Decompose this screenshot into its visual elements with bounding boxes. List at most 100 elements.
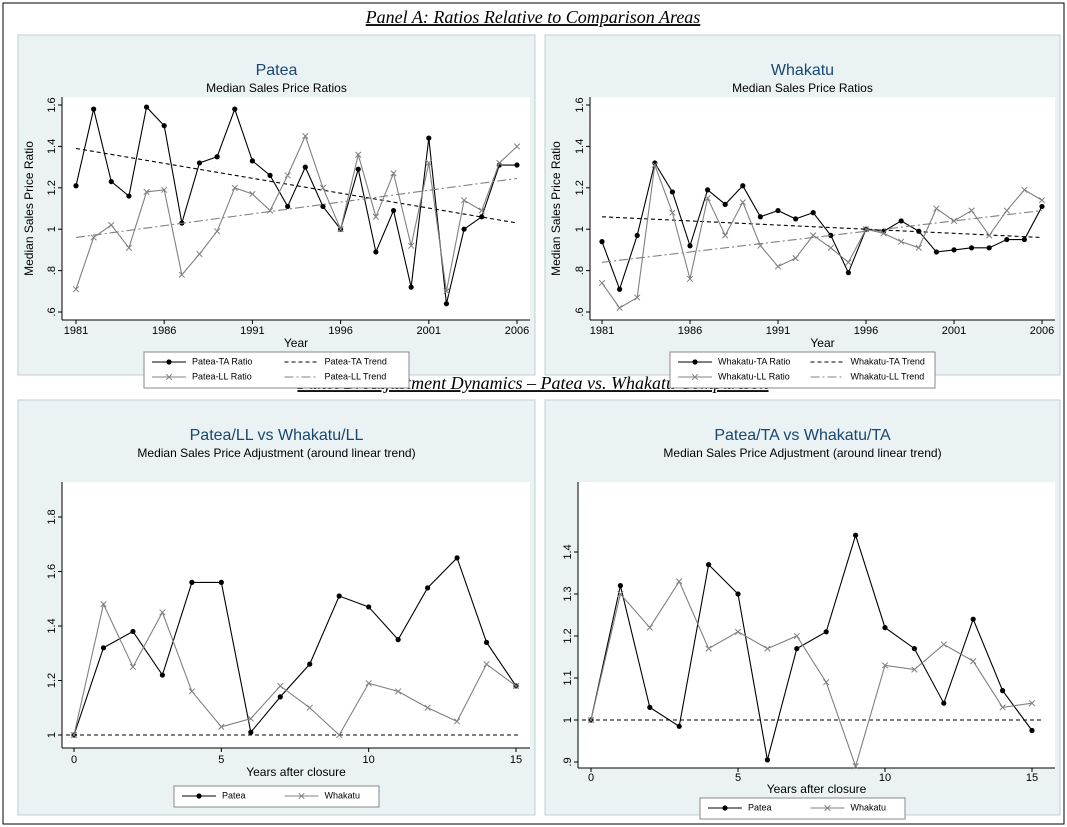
data-point (598, 279, 606, 287)
x-tick-label: 2006 (505, 325, 529, 337)
data-point (827, 244, 834, 251)
data-point (774, 263, 782, 270)
data-point (646, 624, 653, 631)
x-tick-label: 10 (879, 772, 891, 784)
legend-label: Whakatu-TA Ratio (718, 356, 790, 366)
data-point (479, 214, 485, 220)
data-point (940, 641, 947, 648)
chart-subtitle: Median Sales Price Ratios (206, 81, 347, 95)
data-point (634, 294, 641, 301)
data-point (425, 585, 431, 591)
data-point (951, 247, 957, 253)
data-point (1000, 688, 1006, 694)
data-point (161, 186, 168, 194)
y-tick-label: .6 (574, 307, 586, 316)
legend (173, 785, 380, 808)
data-point (734, 628, 742, 635)
y-tick-label: 1.4 (46, 618, 58, 633)
series-line (73, 602, 517, 736)
data-point (355, 151, 362, 158)
y-tick-label: 1 (46, 226, 58, 232)
data-point (188, 688, 196, 695)
data-point (214, 154, 220, 160)
data-point (277, 682, 284, 690)
data-point (775, 207, 781, 214)
data-point (426, 135, 432, 141)
x-tick-label: 1986 (152, 325, 176, 337)
y-tick-label: .6 (46, 307, 58, 316)
data-point (143, 104, 150, 110)
data-point (232, 106, 238, 112)
data-point (213, 228, 221, 235)
data-point (424, 704, 431, 711)
legend-label: Whakatu-LL Trend (851, 371, 925, 381)
data-point (443, 301, 450, 307)
data-point (986, 245, 992, 251)
x-tick-label: 1986 (678, 325, 702, 337)
legend-label: Patea (748, 802, 772, 812)
y-tick-label: 1 (562, 717, 574, 723)
data-point (453, 718, 461, 725)
plot-area (578, 482, 1055, 768)
data-point (823, 679, 830, 686)
data-point (881, 662, 889, 669)
x-tick-label: 5 (218, 754, 224, 766)
data-point (898, 238, 905, 245)
legend-label: Patea-LL Ratio (192, 371, 252, 381)
data-point (247, 715, 254, 722)
data-point (394, 688, 402, 695)
y-tick-label: 1 (574, 226, 586, 232)
data-point (72, 286, 80, 293)
chart-subtitle: Median Sales Price Adjustment (around li… (137, 446, 415, 460)
legend (699, 797, 906, 820)
x-axis-label: Year (284, 336, 308, 350)
data-point (880, 230, 887, 237)
data-point (478, 207, 485, 214)
data-point (483, 639, 490, 645)
data-point (218, 579, 224, 586)
data-point (73, 183, 79, 189)
chart-title: Patea/LL vs Whakatu/LL (190, 427, 364, 444)
y-tick-label: 1.6 (46, 97, 58, 112)
data-point (599, 239, 605, 245)
data-point (302, 132, 309, 140)
data-point (739, 199, 746, 206)
legend-label: Patea-TA Trend (325, 356, 387, 366)
y-tick-label: 1.2 (46, 673, 58, 688)
plot-area (590, 97, 1055, 320)
data-point (1021, 236, 1027, 243)
chart-subtitle: Median Sales Price Ratios (732, 81, 873, 95)
x-tick-label: 1981 (590, 325, 614, 337)
x-tick-label: 5 (735, 772, 741, 784)
data-point (277, 694, 283, 700)
x-axis-label: Year (810, 336, 834, 350)
legend-marker (165, 373, 173, 381)
y-tick-label: 1 (46, 732, 58, 738)
data-point (249, 158, 255, 164)
x-tick-label: 15 (510, 754, 522, 766)
y-tick-label: 1.2 (562, 628, 574, 643)
legend-marker (691, 373, 699, 381)
data-point (100, 645, 107, 651)
data-point (1028, 700, 1036, 707)
data-point (1004, 236, 1010, 243)
data-point (882, 625, 888, 631)
data-point (336, 731, 343, 739)
series-line (601, 164, 1043, 309)
legend-label: Patea (222, 790, 246, 800)
data-point (617, 590, 624, 598)
data-point (425, 159, 432, 167)
y-tick-label: 1.4 (46, 139, 58, 154)
data-point (320, 203, 326, 210)
data-point (366, 604, 372, 610)
series-line (590, 580, 1033, 769)
series-line (601, 210, 1043, 263)
y-tick-label: 1.6 (574, 97, 586, 112)
y-tick-label: 1.4 (562, 544, 574, 559)
x-tick-label: 0 (588, 772, 594, 784)
data-point (970, 658, 977, 665)
x-axis-label: Years after closure (246, 765, 346, 779)
data-point (669, 209, 676, 216)
y-tick-label: 1.8 (46, 509, 58, 524)
y-tick-label: 1.6 (46, 564, 58, 579)
